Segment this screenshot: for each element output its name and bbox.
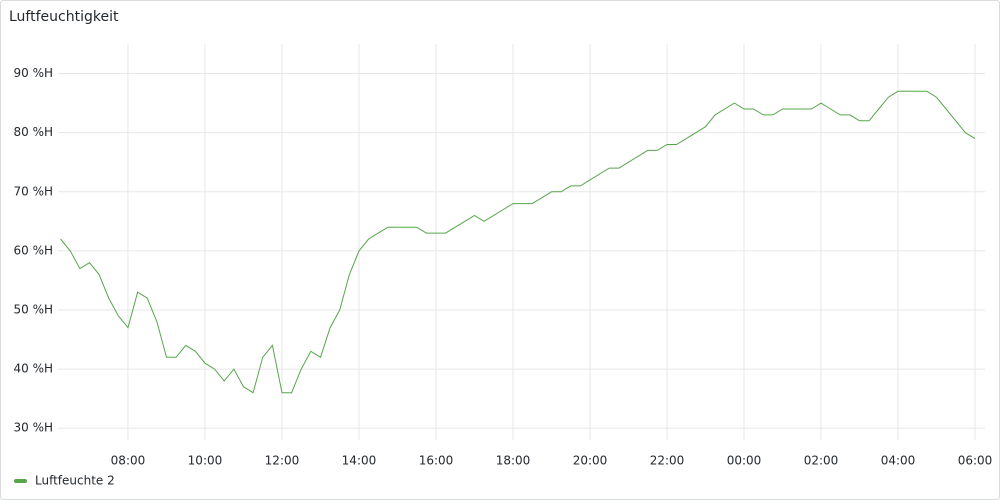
x-tick-label: 06:00 <box>958 454 993 468</box>
x-tick-label: 14:00 <box>342 454 377 468</box>
legend-label: Luftfeuchte 2 <box>35 474 115 488</box>
legend-swatch <box>14 479 27 483</box>
y-tick-label: 70 %H <box>13 184 53 198</box>
x-tick-label: 20:00 <box>573 454 608 468</box>
y-tick-label: 90 %H <box>13 66 53 80</box>
data-line <box>60 90 976 394</box>
x-tick-label: 04:00 <box>881 454 916 468</box>
y-tick-label: 30 %H <box>13 421 53 435</box>
y-tick-label: 40 %H <box>13 362 53 376</box>
x-tick-label: 16:00 <box>419 454 454 468</box>
plot: 30 %H 40 %H 50 %H 60 %H 70 %H 80 %H 90 %H 08:00… <box>13 44 992 468</box>
x-tick-label: 22:00 <box>650 454 685 468</box>
x-tick-label: 08:00 <box>111 454 146 468</box>
x-tick-label: 12:00 <box>265 454 300 468</box>
x-tick-label: 18:00 <box>496 454 531 468</box>
x-tick-label: 00:00 <box>727 454 762 468</box>
panel-title: Luftfeuchtigkeit <box>9 9 119 25</box>
y-tick-label: 60 %H <box>13 243 53 257</box>
y-tick-label: 80 %H <box>13 125 53 139</box>
x-tick-label: 10:00 <box>188 454 223 468</box>
x-tick-label: 02:00 <box>804 454 839 468</box>
y-tick-label: 50 %H <box>13 302 53 316</box>
